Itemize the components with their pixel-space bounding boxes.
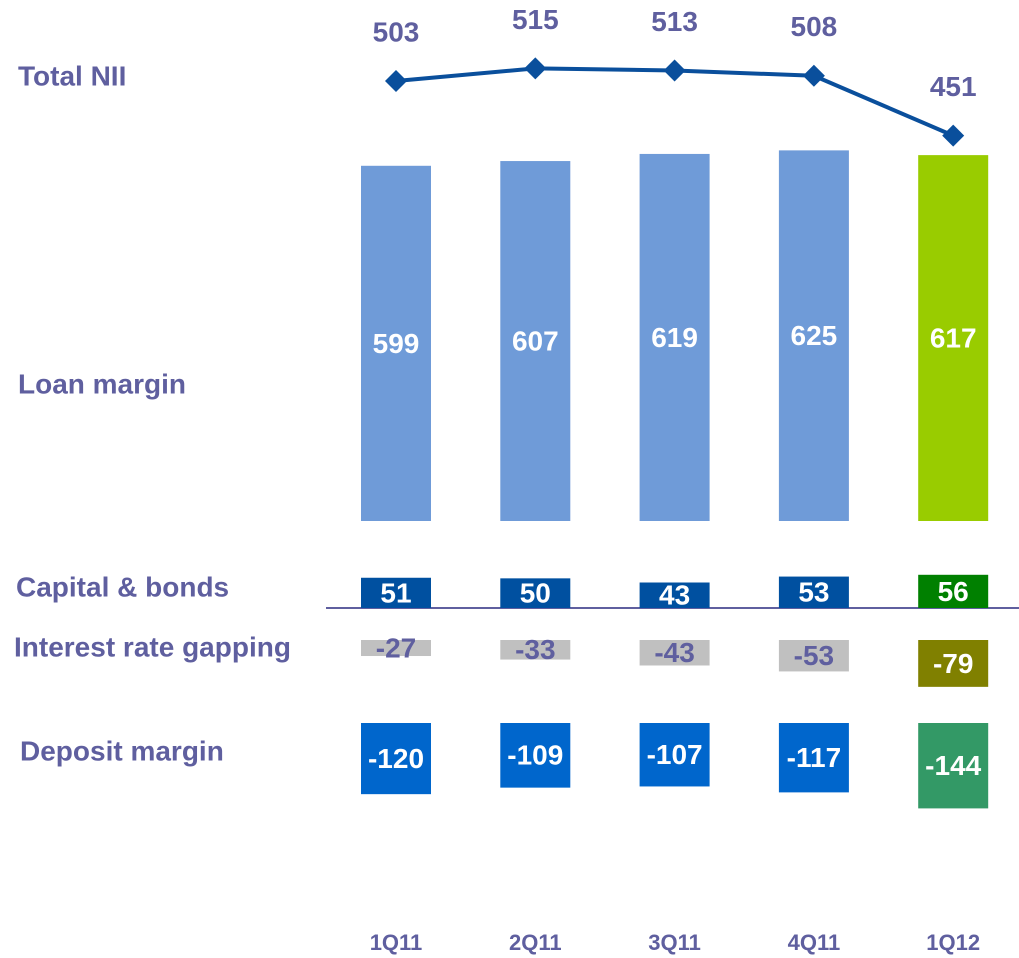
x-tick-label: 1Q11 <box>370 930 423 955</box>
data-label: -79 <box>933 648 973 679</box>
data-label: -43 <box>654 637 694 668</box>
series-label: Interest rate gapping <box>14 631 291 662</box>
data-label: 625 <box>791 320 838 351</box>
data-label: 619 <box>651 322 698 353</box>
data-label: -33 <box>515 634 555 665</box>
marker <box>663 59 686 82</box>
x-tick-label: 1Q12 <box>926 930 980 955</box>
data-label: -53 <box>794 640 834 671</box>
series-label: Total NII <box>18 60 126 91</box>
bar <box>918 640 989 687</box>
bar <box>639 153 710 522</box>
x-tick-label: 4Q11 <box>788 930 841 955</box>
bar <box>639 723 710 787</box>
bar <box>918 155 989 521</box>
bar <box>918 574 989 608</box>
data-label: 43 <box>659 580 690 611</box>
bar <box>361 723 431 795</box>
bar <box>639 640 710 666</box>
bar <box>500 723 571 788</box>
marker <box>385 70 407 92</box>
bar <box>778 576 849 608</box>
bar <box>778 150 849 521</box>
data-label: -27 <box>376 632 416 663</box>
data-label: 599 <box>373 328 420 359</box>
data-label: -109 <box>507 740 563 771</box>
bar <box>361 577 431 608</box>
marker <box>524 57 547 80</box>
x-tick-label: 3Q11 <box>648 930 701 955</box>
data-label: 515 <box>512 4 559 35</box>
bar <box>500 161 571 521</box>
data-label: 617 <box>930 322 977 353</box>
data-label: 53 <box>798 577 829 608</box>
data-label: -120 <box>368 743 424 774</box>
bar <box>778 640 849 672</box>
series-label: Deposit margin <box>20 735 224 766</box>
data-label: 508 <box>791 11 838 42</box>
data-label: 513 <box>651 6 698 37</box>
marker <box>942 124 965 147</box>
data-label: 50 <box>520 578 551 609</box>
series-label: Capital & bonds <box>16 571 229 602</box>
data-label: -117 <box>787 742 842 773</box>
x-tick-label: 2Q11 <box>509 930 562 955</box>
bar <box>500 578 571 608</box>
bar <box>361 640 431 657</box>
data-label: 51 <box>380 577 411 608</box>
data-label: -144 <box>925 750 981 781</box>
marker <box>802 64 825 87</box>
bar <box>778 723 849 793</box>
bar <box>361 165 431 521</box>
data-label: 503 <box>373 16 420 47</box>
bar <box>500 640 571 660</box>
data-label: 56 <box>938 576 969 607</box>
series-label: Loan margin <box>18 368 186 399</box>
bar <box>918 723 989 809</box>
data-label: -107 <box>647 739 703 770</box>
data-label: 607 <box>512 325 559 356</box>
bar <box>639 582 710 608</box>
data-label: 451 <box>930 71 977 102</box>
